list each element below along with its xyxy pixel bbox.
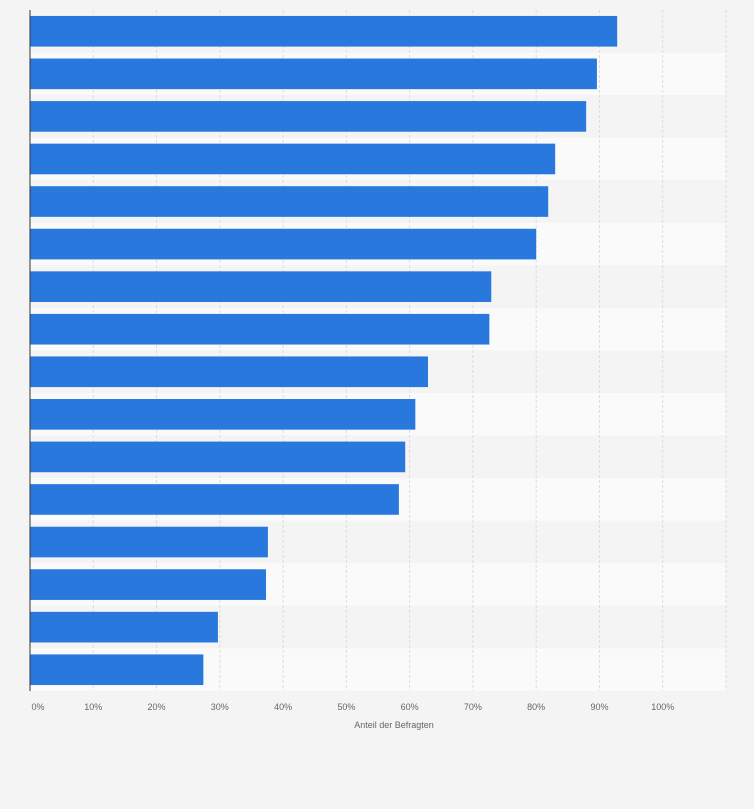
x-tick-label: 40% xyxy=(274,702,292,712)
x-tick-label: 80% xyxy=(527,702,545,712)
bar[interactable] xyxy=(30,186,549,217)
x-tick-label: 20% xyxy=(148,702,166,712)
x-tick-label: 90% xyxy=(590,702,608,712)
bar[interactable] xyxy=(30,399,416,430)
x-tick-labels: 0% 10% 20% 30% 40% 50% 60% 70% 80% 90% 100% xyxy=(31,702,674,712)
x-tick-label: 100% xyxy=(651,702,674,712)
bar[interactable] xyxy=(30,356,428,388)
x-tick-label: 70% xyxy=(464,702,482,712)
bar[interactable] xyxy=(30,569,267,600)
bar[interactable] xyxy=(30,654,204,686)
bar[interactable] xyxy=(30,228,537,260)
bar[interactable] xyxy=(30,101,587,132)
bar[interactable] xyxy=(30,15,618,47)
bar[interactable] xyxy=(30,441,406,473)
bar[interactable] xyxy=(30,484,399,515)
bars xyxy=(30,15,618,686)
bar[interactable] xyxy=(30,526,268,558)
bar[interactable] xyxy=(30,313,490,345)
x-tick-label: 50% xyxy=(337,702,355,712)
bar[interactable] xyxy=(30,611,218,643)
x-axis-title: Anteil der Befragten xyxy=(354,720,434,730)
bar[interactable] xyxy=(30,58,597,90)
x-tick-label: 30% xyxy=(211,702,229,712)
bar[interactable] xyxy=(30,271,492,302)
bar[interactable] xyxy=(30,143,556,175)
x-tick-label: 0% xyxy=(31,702,44,712)
x-tick-label: 10% xyxy=(84,702,102,712)
x-tick-label: 60% xyxy=(401,702,419,712)
